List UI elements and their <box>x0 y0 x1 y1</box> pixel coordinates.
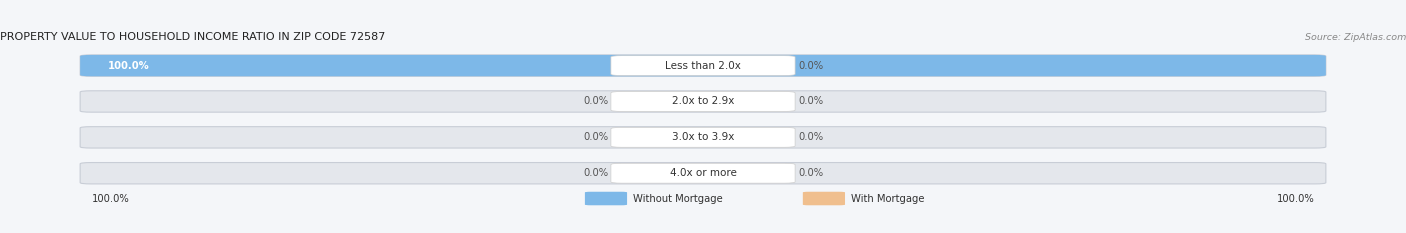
FancyBboxPatch shape <box>80 55 1326 76</box>
Text: 0.0%: 0.0% <box>799 96 823 106</box>
FancyBboxPatch shape <box>80 55 1326 76</box>
Text: Less than 2.0x: Less than 2.0x <box>665 61 741 71</box>
Text: 0.0%: 0.0% <box>583 168 609 178</box>
Text: 100.0%: 100.0% <box>1277 194 1315 203</box>
FancyBboxPatch shape <box>585 192 627 205</box>
Text: 0.0%: 0.0% <box>583 132 609 142</box>
Text: Source: ZipAtlas.com: Source: ZipAtlas.com <box>1305 33 1406 42</box>
Text: 0.0%: 0.0% <box>799 61 823 71</box>
FancyBboxPatch shape <box>612 127 796 147</box>
Text: 2.0x to 2.9x: 2.0x to 2.9x <box>672 96 734 106</box>
Text: 100.0%: 100.0% <box>108 61 150 71</box>
Text: 0.0%: 0.0% <box>799 168 823 178</box>
Text: 100.0%: 100.0% <box>91 194 129 203</box>
Text: 0.0%: 0.0% <box>799 132 823 142</box>
FancyBboxPatch shape <box>612 56 796 75</box>
Text: 3.0x to 3.9x: 3.0x to 3.9x <box>672 132 734 142</box>
Text: 0.0%: 0.0% <box>583 96 609 106</box>
FancyBboxPatch shape <box>80 91 1326 112</box>
Text: 4.0x or more: 4.0x or more <box>669 168 737 178</box>
Text: Without Mortgage: Without Mortgage <box>633 194 723 203</box>
FancyBboxPatch shape <box>80 163 1326 184</box>
Text: PROPERTY VALUE TO HOUSEHOLD INCOME RATIO IN ZIP CODE 72587: PROPERTY VALUE TO HOUSEHOLD INCOME RATIO… <box>0 32 385 42</box>
FancyBboxPatch shape <box>612 92 796 111</box>
Text: With Mortgage: With Mortgage <box>851 194 924 203</box>
FancyBboxPatch shape <box>80 127 1326 148</box>
FancyBboxPatch shape <box>612 163 796 183</box>
FancyBboxPatch shape <box>803 192 845 205</box>
